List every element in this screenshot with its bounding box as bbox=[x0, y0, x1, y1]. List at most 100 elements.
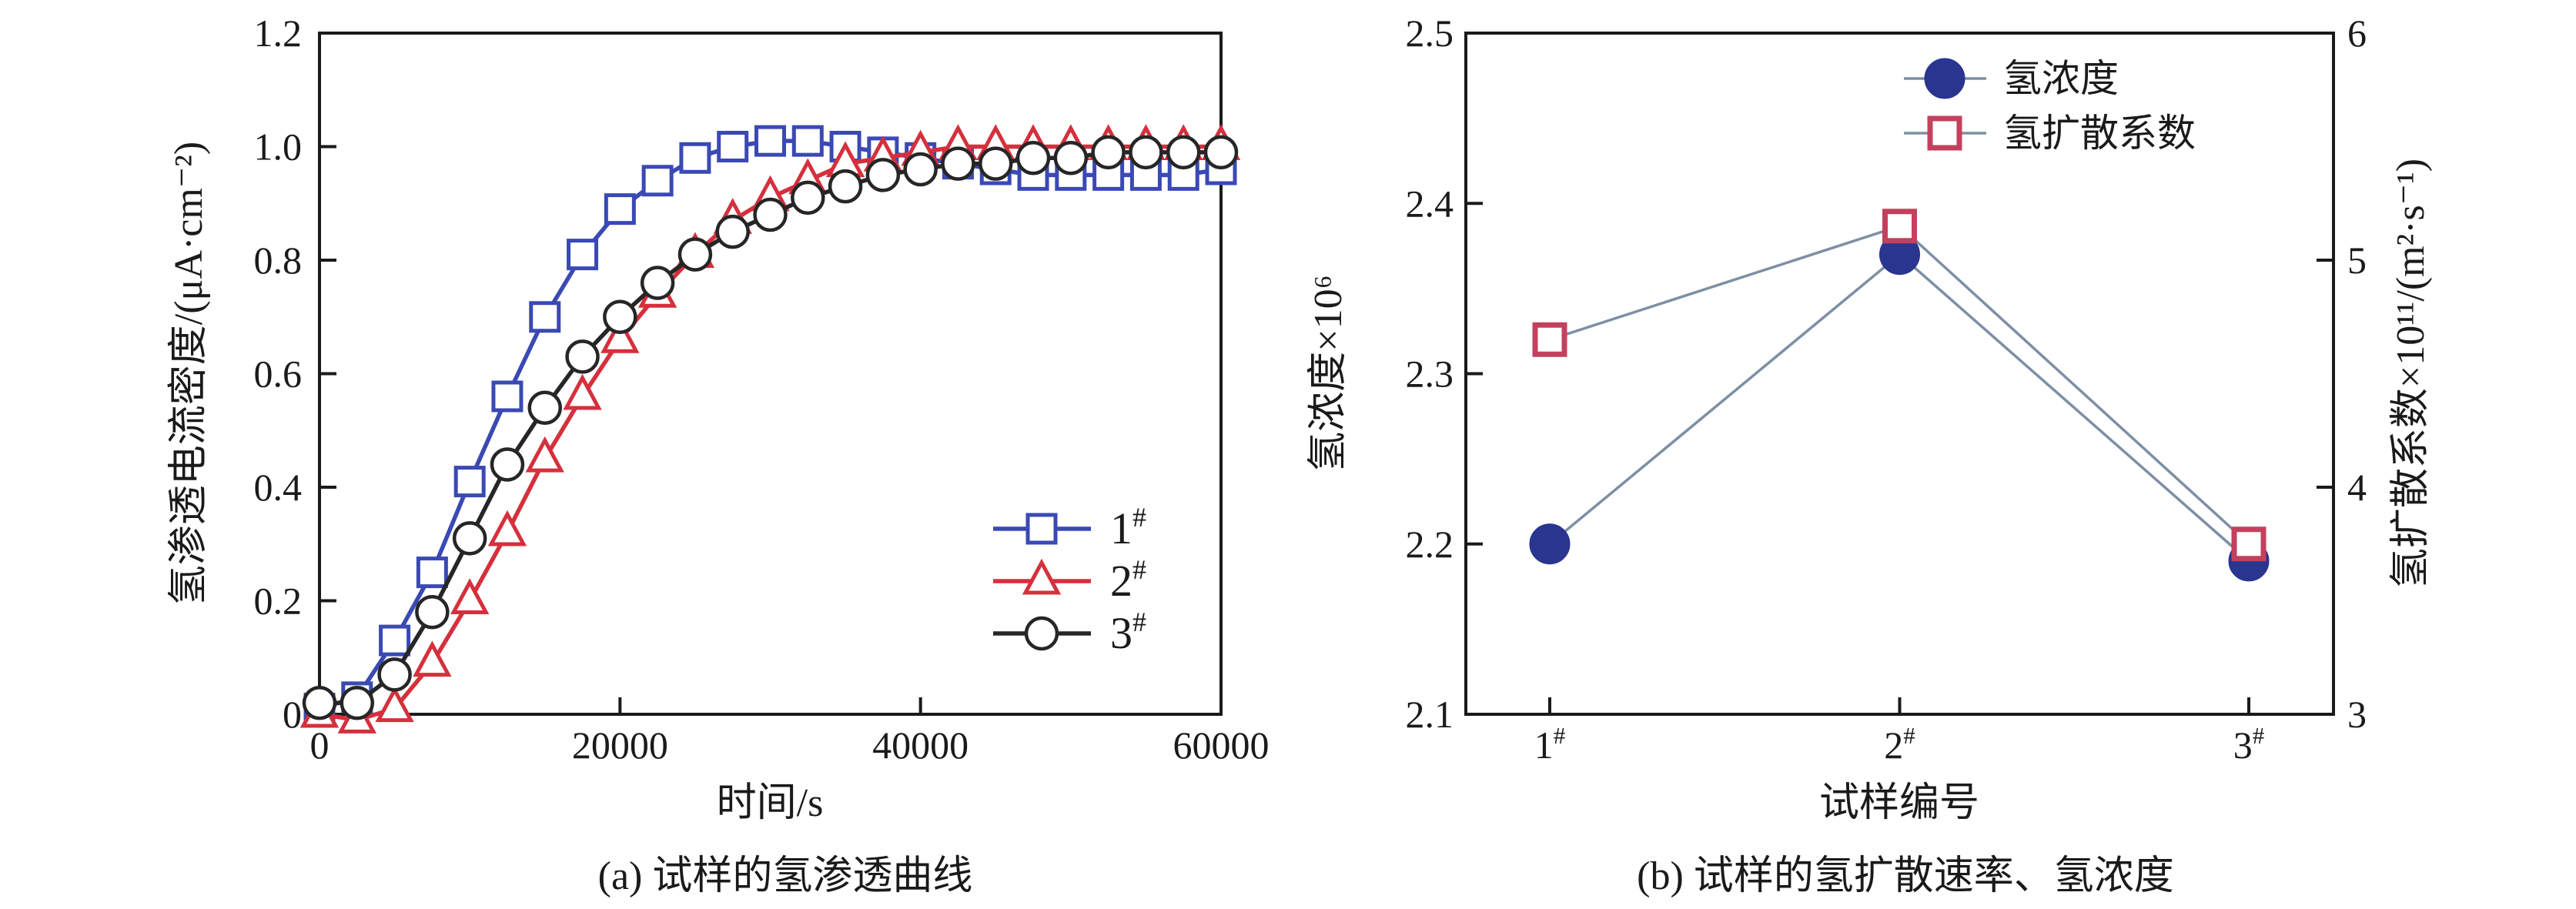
chart-b-right-ylabel: 氢扩散系数×10¹¹/(m²·s⁻¹) bbox=[2389, 159, 2433, 588]
legend-label-3#: 3# bbox=[1110, 607, 1146, 658]
data-point-marker bbox=[1882, 209, 1917, 244]
chart-a-y-tick-label: 1.2 bbox=[254, 12, 303, 55]
series-氢扩散系数 bbox=[1532, 209, 2267, 562]
data-point-marker bbox=[715, 214, 750, 249]
data-point-marker bbox=[415, 595, 450, 630]
data-point-marker bbox=[490, 447, 525, 482]
series-line-3# bbox=[319, 150, 1221, 705]
data-point-marker bbox=[452, 521, 487, 556]
caption-a: (a) 试样的氢渗透曲线 bbox=[598, 854, 973, 898]
legend-label-2#: 2# bbox=[1110, 554, 1146, 606]
chart-b-left-y-tick-label: 2.2 bbox=[1406, 523, 1454, 566]
chart-b-left-y-tick-label: 2.5 bbox=[1406, 12, 1454, 55]
data-point-marker bbox=[491, 380, 524, 413]
chart-a-xlabel: 时间/s bbox=[717, 781, 824, 825]
chart-a-x-tick-label: 20000 bbox=[572, 724, 668, 767]
chart-a-x-tick-label: 40000 bbox=[872, 724, 969, 767]
legend-marker-2# bbox=[1022, 558, 1062, 595]
data-point-marker bbox=[379, 624, 411, 657]
caption-b: (b) 试样的氢扩散速率、氢浓度 bbox=[1637, 854, 2174, 898]
data-point-marker bbox=[641, 165, 674, 197]
data-point-marker bbox=[2231, 526, 2267, 562]
legend-label-氢浓度: 氢浓度 bbox=[2003, 57, 2119, 100]
chart-b-left-y-tick-label: 2.3 bbox=[1406, 353, 1454, 396]
data-point-marker bbox=[563, 373, 602, 410]
chart-b-xlabel: 试样编号 bbox=[1819, 781, 1979, 825]
data-point-marker bbox=[1203, 135, 1239, 170]
chart-a-x-tick-label: 60000 bbox=[1173, 724, 1270, 767]
chart-b-x-tick-label: 2# bbox=[1884, 722, 1915, 767]
data-point-marker bbox=[1129, 135, 1163, 170]
series-氢浓度 bbox=[1529, 234, 2270, 582]
data-point-marker bbox=[453, 466, 486, 498]
chart-a-y-tick-label: 0.4 bbox=[254, 466, 303, 509]
series-line-氢浓度 bbox=[1548, 252, 2250, 563]
data-point-marker bbox=[1166, 135, 1201, 170]
chart-b-right-y-tick-label: 5 bbox=[2347, 239, 2367, 282]
chart-b-right-y-tick-label: 4 bbox=[2347, 466, 2367, 509]
chart-a-y-tick-label: 0.6 bbox=[254, 353, 303, 396]
chart-b-left-y-tick-label: 2.1 bbox=[1406, 693, 1454, 736]
chart-a-y-tick-label: 0.8 bbox=[254, 239, 303, 282]
data-point-marker bbox=[1091, 135, 1126, 170]
chart-b-x-tick-label: 3# bbox=[2233, 722, 2265, 767]
data-point-marker bbox=[603, 299, 637, 334]
data-point-marker bbox=[640, 266, 675, 300]
chart-a-y-tick-label: 0.2 bbox=[254, 580, 303, 623]
data-point-marker bbox=[679, 142, 711, 174]
data-point-marker bbox=[565, 339, 600, 374]
data-point-marker bbox=[1053, 141, 1089, 175]
chart-b-left-ylabel: 氢浓度×10⁶ bbox=[1306, 275, 1350, 471]
data-point-marker bbox=[340, 686, 375, 720]
chart-a-legend: 1#2#3# bbox=[993, 502, 1146, 658]
data-point-marker bbox=[1015, 141, 1051, 175]
data-point-marker bbox=[791, 125, 824, 157]
data-point-marker bbox=[828, 169, 863, 204]
chart-a-permeation: 0 20000 40000 60000 0 0.2 0.4 0.6 0.8 1.0 1.2 1#2#3… bbox=[254, 12, 1270, 767]
data-point-marker bbox=[717, 131, 749, 162]
data-point-marker bbox=[604, 193, 636, 226]
series-3# bbox=[302, 135, 1239, 720]
data-point-marker bbox=[529, 301, 561, 333]
data-point-marker bbox=[754, 125, 786, 157]
legend-marker-1# bbox=[1025, 513, 1058, 545]
data-point-marker bbox=[416, 556, 448, 589]
chart-b-frame bbox=[1464, 32, 2335, 716]
chart-b-left-y-tick-label: 2.4 bbox=[1406, 182, 1454, 225]
data-point-marker bbox=[865, 158, 901, 192]
data-point-marker bbox=[979, 146, 1013, 181]
data-point-marker bbox=[527, 390, 562, 425]
chart-a-y-tick-label: 1.0 bbox=[254, 125, 303, 169]
chart-a-ylabel: 氢渗透电流密度/(μA·cm⁻²) bbox=[167, 142, 211, 605]
data-point-marker bbox=[677, 237, 713, 272]
legend-label-1#: 1# bbox=[1110, 502, 1146, 553]
chart-a-y-tick-label: 0 bbox=[283, 693, 302, 736]
legend-marker-3# bbox=[1024, 616, 1059, 651]
data-point-marker bbox=[375, 686, 414, 723]
data-point-marker bbox=[1529, 523, 1571, 565]
data-point-marker bbox=[753, 197, 788, 232]
data-point-marker bbox=[302, 686, 337, 720]
data-point-marker bbox=[377, 657, 412, 692]
chart-b-right-y-tick-label: 3 bbox=[2347, 693, 2367, 736]
data-point-marker bbox=[525, 436, 564, 473]
data-point-marker bbox=[567, 239, 599, 271]
data-point-marker bbox=[487, 510, 527, 546]
chart-b-right-y-tick-label: 6 bbox=[2347, 12, 2367, 55]
data-point-marker bbox=[1532, 322, 1567, 357]
data-point-marker bbox=[413, 640, 452, 677]
chart-a-x-tick-label: 0 bbox=[310, 724, 330, 767]
legend-marker-氢浓度 bbox=[1924, 58, 1965, 99]
data-point-marker bbox=[941, 146, 975, 181]
legend-label-氢扩散系数: 氢扩散系数 bbox=[2003, 112, 2196, 155]
chart-b-x-tick-label: 1# bbox=[1534, 722, 1566, 767]
data-point-marker bbox=[450, 578, 490, 614]
data-point-marker bbox=[903, 152, 938, 187]
data-point-marker bbox=[791, 180, 825, 216]
legend-marker-氢扩散系数 bbox=[1927, 115, 1962, 151]
data-point-marker bbox=[601, 316, 640, 353]
